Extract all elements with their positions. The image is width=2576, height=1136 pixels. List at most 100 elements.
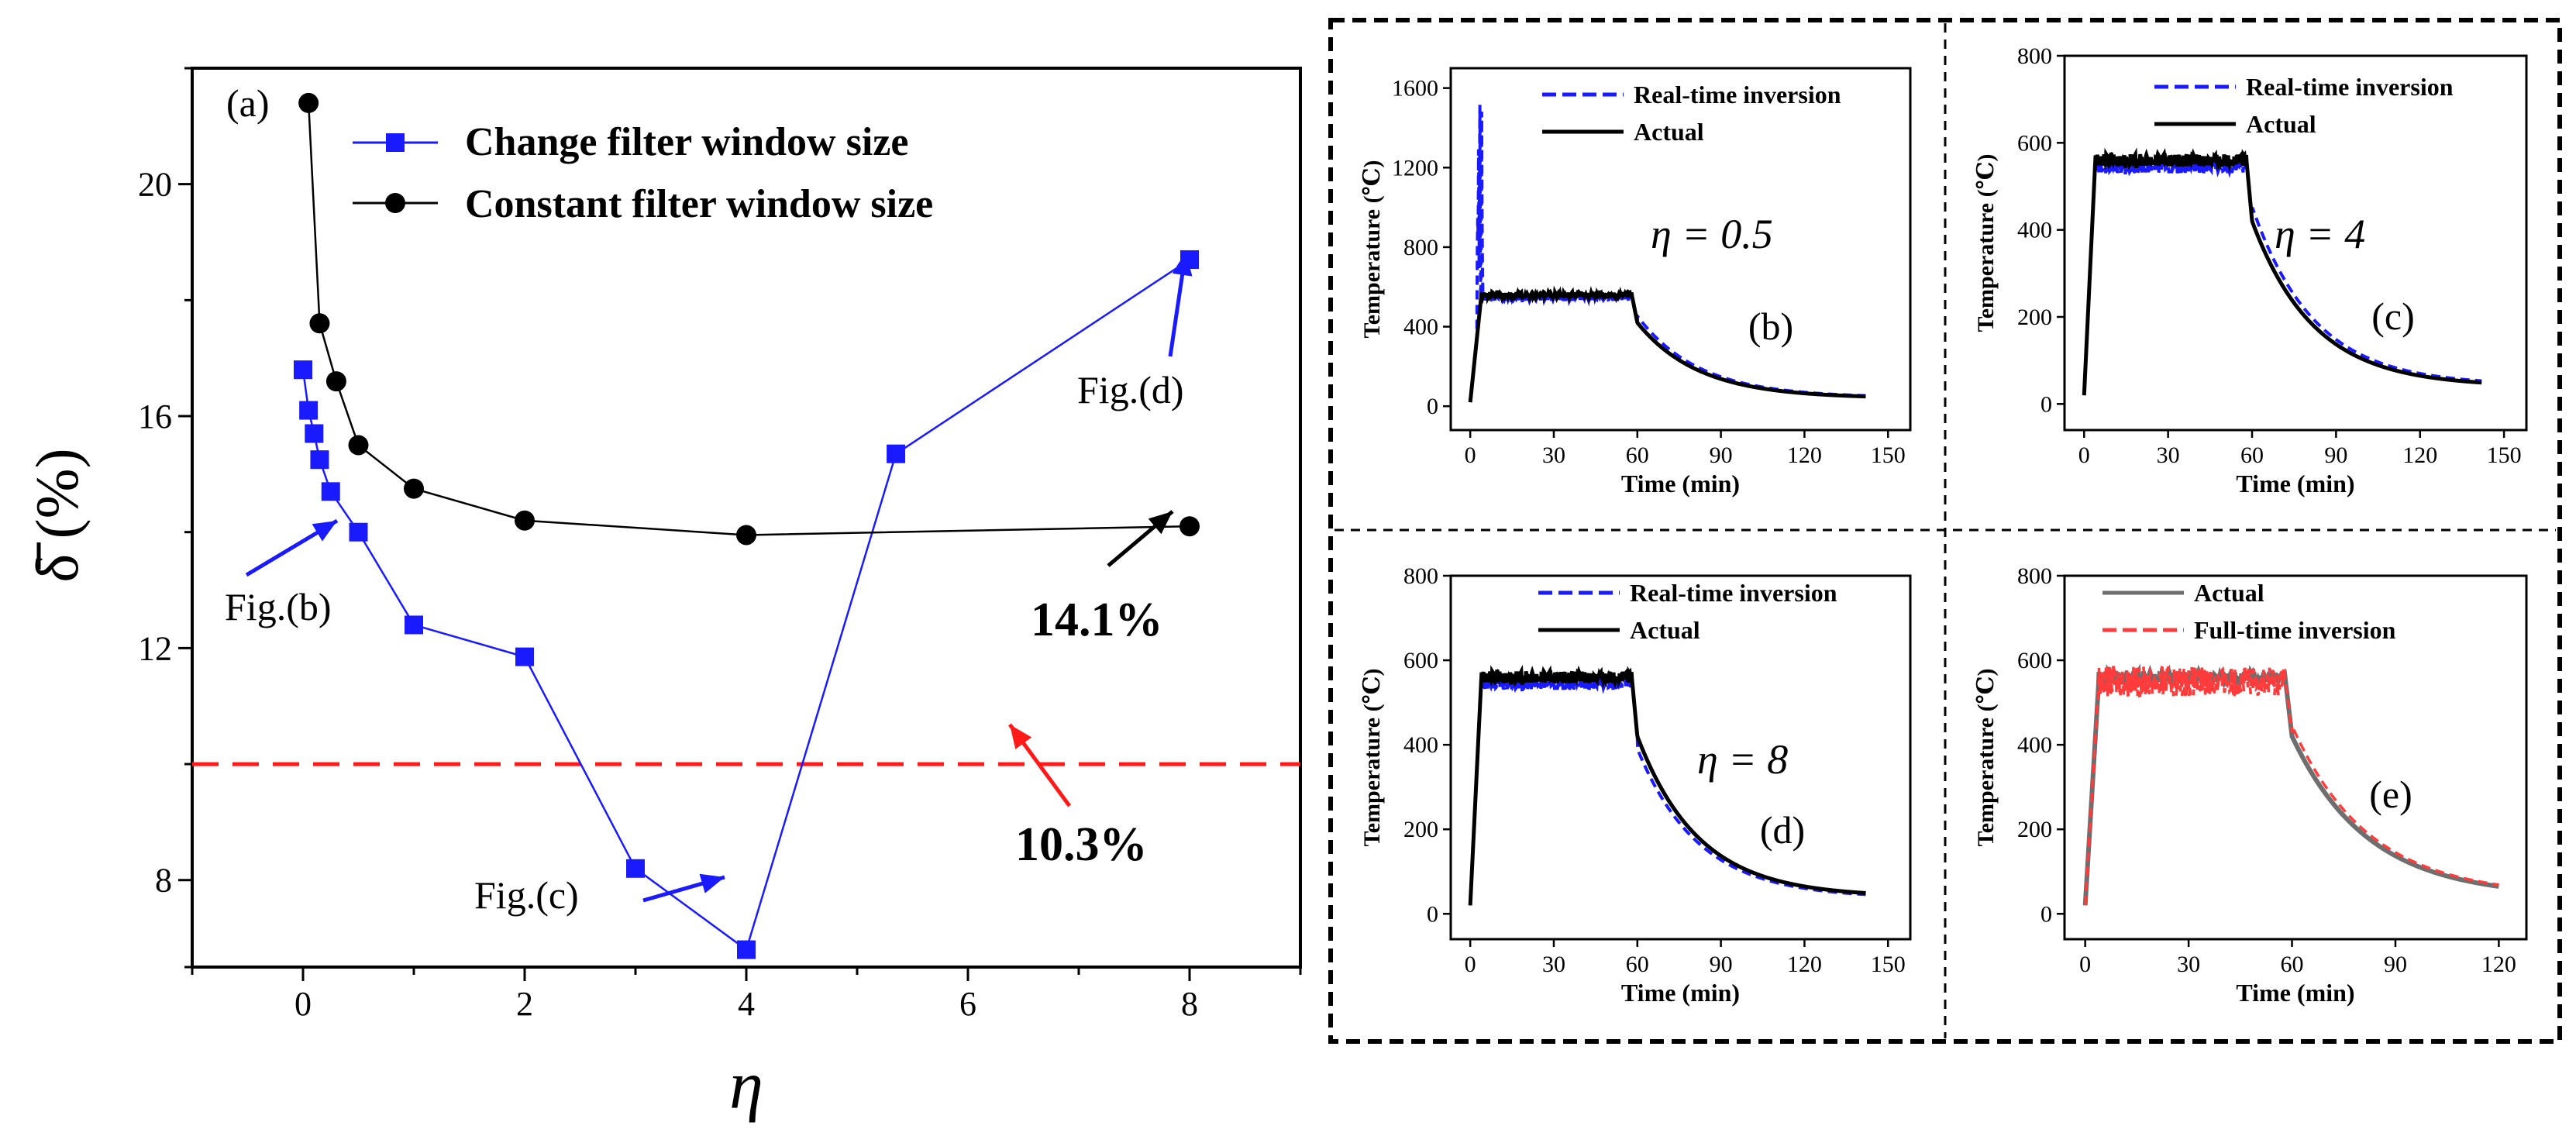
legend-label: Full-time inversion <box>2194 616 2396 644</box>
x-tick-label: 0 <box>2079 952 2091 977</box>
legend-label: Actual <box>2246 110 2316 138</box>
x-tick-label: 90 <box>1710 442 1733 468</box>
x-tick-label: 30 <box>1542 952 1565 977</box>
x-axis-label: Time (min) <box>1621 470 1740 497</box>
y-tick-label: 800 <box>2017 43 2052 69</box>
data-point <box>515 510 535 531</box>
y-tick-label: 200 <box>1403 817 1438 842</box>
x-tick-label: 0 <box>294 985 312 1023</box>
panel-label: (a) <box>226 81 270 125</box>
x-tick-label: 90 <box>2324 442 2347 468</box>
data-point <box>299 401 319 420</box>
y-tick-label: 0 <box>1427 901 1438 927</box>
legend-marker <box>385 193 405 213</box>
series-line <box>1469 671 1866 906</box>
y-tick-label: 400 <box>1403 732 1438 758</box>
y-tick-label: 600 <box>2017 130 2052 156</box>
series-line <box>2082 147 2482 396</box>
x-tick-label: 120 <box>1787 442 1822 468</box>
data-point <box>1180 516 1200 537</box>
x-tick-label: 90 <box>2384 952 2407 977</box>
x-tick-label: 0 <box>1465 952 1476 977</box>
y-axis-label: Temperature (℃) <box>1973 153 1999 332</box>
data-point <box>736 525 756 546</box>
data-point <box>405 615 423 635</box>
panel-label: (c) <box>2371 294 2415 338</box>
plot-frame <box>1449 67 1912 432</box>
x-tick-label: 60 <box>1626 952 1649 977</box>
series-line <box>1468 664 1866 906</box>
y-tick-label: 400 <box>1403 315 1438 340</box>
x-axis-label: Time (min) <box>2236 470 2354 497</box>
panel-group-frame <box>1328 18 2562 1044</box>
x-axis-label: η <box>729 1048 763 1124</box>
data-point <box>305 424 324 443</box>
annotation-arrow-head <box>1010 725 1032 749</box>
x-tick-label: 150 <box>2487 442 2522 468</box>
annotation-label: Fig.(c) <box>474 873 579 917</box>
y-tick-label: 1600 <box>1392 76 1438 102</box>
x-tick-label: 4 <box>738 985 755 1023</box>
data-point <box>309 313 330 334</box>
data-point <box>349 522 368 542</box>
annotation-label: Fig.(b) <box>225 585 332 628</box>
x-tick-label: 0 <box>1465 442 1476 468</box>
x-axis-label: Time (min) <box>1621 979 1740 1007</box>
legend-label: Actual <box>1630 616 1700 644</box>
x-tick-label: 2 <box>516 985 533 1023</box>
x-axis-label: Time (min) <box>2236 979 2354 1007</box>
annotation-arrow-head <box>699 873 725 893</box>
x-tick-label: 60 <box>1626 442 1649 468</box>
x-tick-label: 8 <box>1181 985 1198 1023</box>
eta-label: η = 0.5 <box>1651 211 1773 257</box>
x-tick-label: 30 <box>1542 442 1565 468</box>
data-point <box>887 444 906 463</box>
legend-marker <box>386 133 405 152</box>
y-tick-label: 800 <box>2017 563 2052 589</box>
data-point <box>626 859 645 878</box>
series-line <box>2083 666 2499 906</box>
panel-label: (b) <box>1748 305 1793 348</box>
y-axis-label: Temperature (℃) <box>1359 668 1385 846</box>
y-tick-label: 20 <box>138 166 172 204</box>
panel-label: (d) <box>1760 808 1805 852</box>
x-tick-label: 60 <box>2240 442 2264 468</box>
panel-label: (e) <box>2369 773 2412 816</box>
x-tick-label: 150 <box>1871 442 1906 468</box>
x-tick-label: 6 <box>959 985 976 1023</box>
annotation-arrow-head <box>1148 511 1173 535</box>
eta-label: η = 8 <box>1697 736 1788 783</box>
annotation-label: 10.3% <box>1015 818 1148 871</box>
annotation-arrow-head <box>1172 252 1193 277</box>
x-tick-label: 30 <box>2177 952 2200 977</box>
data-point <box>325 371 346 392</box>
legend-label: Real-time inversion <box>1634 81 1841 108</box>
data-point <box>294 360 312 380</box>
legend-label: Real-time inversion <box>1630 579 1837 607</box>
y-tick-label: 600 <box>2017 648 2052 673</box>
series-line <box>2082 154 2482 396</box>
data-point <box>298 92 319 113</box>
legend-label: Actual <box>1634 118 1704 146</box>
legend-label: Change filter window size <box>465 120 908 164</box>
annotation-label: Fig.(d) <box>1077 368 1184 411</box>
series-line <box>1468 285 1866 403</box>
x-tick-label: 90 <box>1710 952 1733 977</box>
y-tick-label: 0 <box>2040 901 2052 927</box>
legend-label: Real-time inversion <box>2246 73 2454 101</box>
y-tick-label: 600 <box>1403 648 1438 673</box>
series-line <box>307 102 1190 536</box>
y-tick-label: 400 <box>2017 732 2052 758</box>
x-tick-label: 120 <box>2481 952 2516 977</box>
y-tick-label: 200 <box>2017 305 2052 330</box>
y-axis-label: Temperature (℃) <box>1359 160 1385 338</box>
y-tick-label: 800 <box>1403 563 1438 589</box>
plot-frame <box>1449 574 1912 941</box>
x-tick-label: 0 <box>2078 442 2090 468</box>
x-tick-label: 120 <box>1787 952 1822 977</box>
annotation-label: 14.1% <box>1031 594 1163 646</box>
y-tick-label: 8 <box>155 862 172 900</box>
y-tick-label: 800 <box>1403 235 1438 260</box>
plot-frame <box>2063 574 2528 941</box>
